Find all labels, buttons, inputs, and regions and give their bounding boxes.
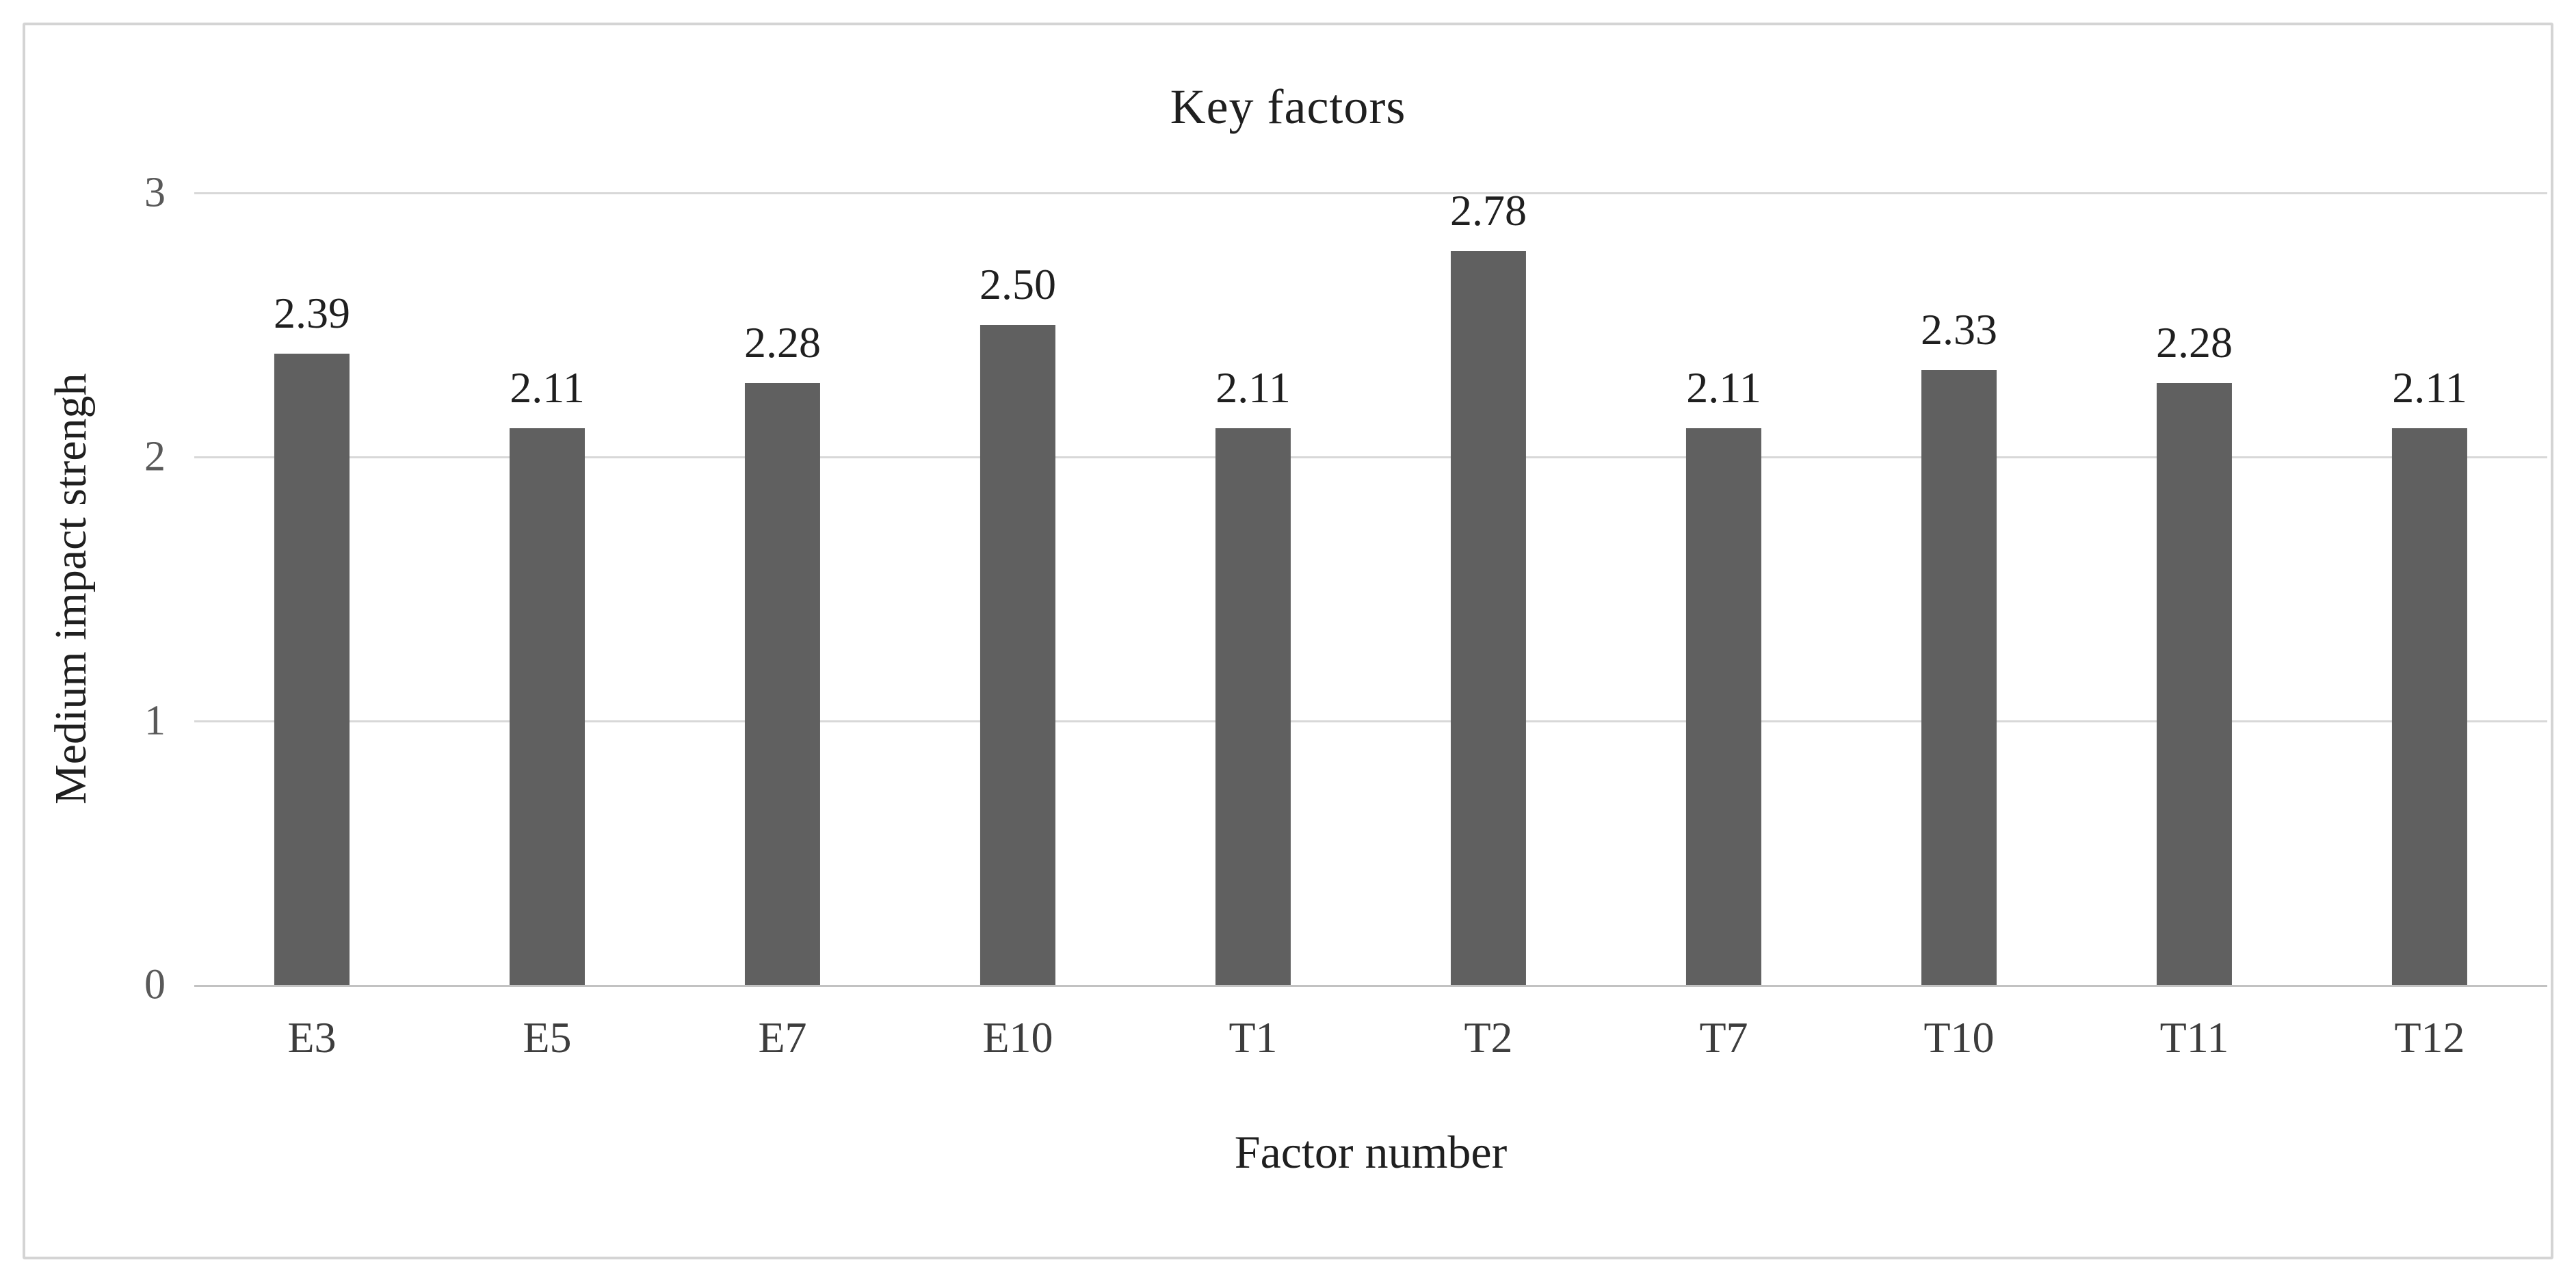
bar-E7 [744, 382, 821, 985]
category-label-E10: E10 [982, 1013, 1053, 1062]
category-label-T10: T10 [1923, 1013, 1995, 1062]
bar-value-label-T12: 2.11 [2392, 363, 2467, 412]
category-label-E7: E7 [758, 1013, 807, 1062]
bar-slot-E7: 2.28 [665, 193, 900, 985]
bar-slot-E3: 2.39 [194, 193, 430, 985]
bar-T10 [1921, 369, 1997, 985]
y-tick-label: 2 [144, 433, 166, 480]
y-tick-label: 3 [144, 169, 166, 216]
bar-E3 [274, 354, 350, 985]
bar-T1 [1215, 428, 1291, 985]
bars-row: 2.39 2.11 2.28 2.50 2.11 2.78 2.11 2.33 2.28 2.11 [194, 186, 2547, 985]
bar-value-label-T1: 2.11 [1215, 363, 1291, 412]
bar-slot-T12: 2.11 [2312, 193, 2547, 985]
bar-value-label-E10: 2.50 [980, 260, 1056, 309]
category-label-T12: T12 [2394, 1013, 2465, 1062]
category-label-T1: T1 [1228, 1013, 1278, 1062]
category-label-T7: T7 [1699, 1013, 1748, 1062]
bar-T12 [2391, 428, 2468, 985]
bar-slot-T2: 2.78 [1371, 186, 1606, 985]
bar-value-label-T2: 2.78 [1450, 185, 1527, 235]
bar-slot-E5: 2.11 [430, 193, 665, 985]
bar-slot-E10: 2.50 [900, 193, 1135, 985]
x-axis-category-labels: E3 E5 E7 E10 T1 T2 T7 T10 T11 T12 [194, 1012, 2547, 1063]
chart-title: Key factors [1170, 79, 1406, 134]
bar-slot-T11: 2.28 [2077, 193, 2312, 985]
bar-E5 [509, 428, 586, 985]
category-label-E5: E5 [523, 1013, 572, 1062]
gridline-y2 [194, 456, 2547, 458]
category-label-T2: T2 [1464, 1013, 1513, 1062]
category-label-T11: T11 [2159, 1013, 2229, 1062]
bar-slot-T10: 2.33 [1841, 193, 2077, 985]
y-tick-label: 1 [144, 697, 166, 744]
chart-frame: Key factors 0 1 2 3 2.39 2.11 2.28 2.50 2.11 2.7… [23, 23, 2553, 1259]
category-label-E3: E3 [287, 1013, 337, 1062]
bar-value-label-E5: 2.11 [510, 363, 585, 412]
gridline-y1 [194, 720, 2547, 722]
y-axis-title: Medium impact strengh [46, 373, 96, 805]
bar-value-label-E3: 2.39 [274, 289, 350, 338]
bar-value-label-E7: 2.28 [744, 317, 821, 367]
y-tick-label: 0 [144, 961, 166, 1008]
bar-T2 [1450, 250, 1527, 985]
bar-value-label-T7: 2.11 [1686, 363, 1761, 412]
bar-slot-T7: 2.11 [1606, 193, 1841, 985]
bar-value-label-T11: 2.28 [2156, 317, 2233, 367]
bar-value-label-T10: 2.33 [1921, 304, 1997, 354]
bar-slot-T1: 2.11 [1135, 193, 1371, 985]
bar-T11 [2156, 382, 2233, 985]
bar-E10 [980, 325, 1056, 985]
bar-T7 [1685, 428, 1762, 985]
gridline-y3 [194, 192, 2547, 194]
plot-area: 0 1 2 3 2.39 2.11 2.28 2.50 2.11 2.78 2.11 2.33 2.2… [144, 170, 2547, 1062]
x-axis-title: Factor number [1234, 1126, 1508, 1178]
